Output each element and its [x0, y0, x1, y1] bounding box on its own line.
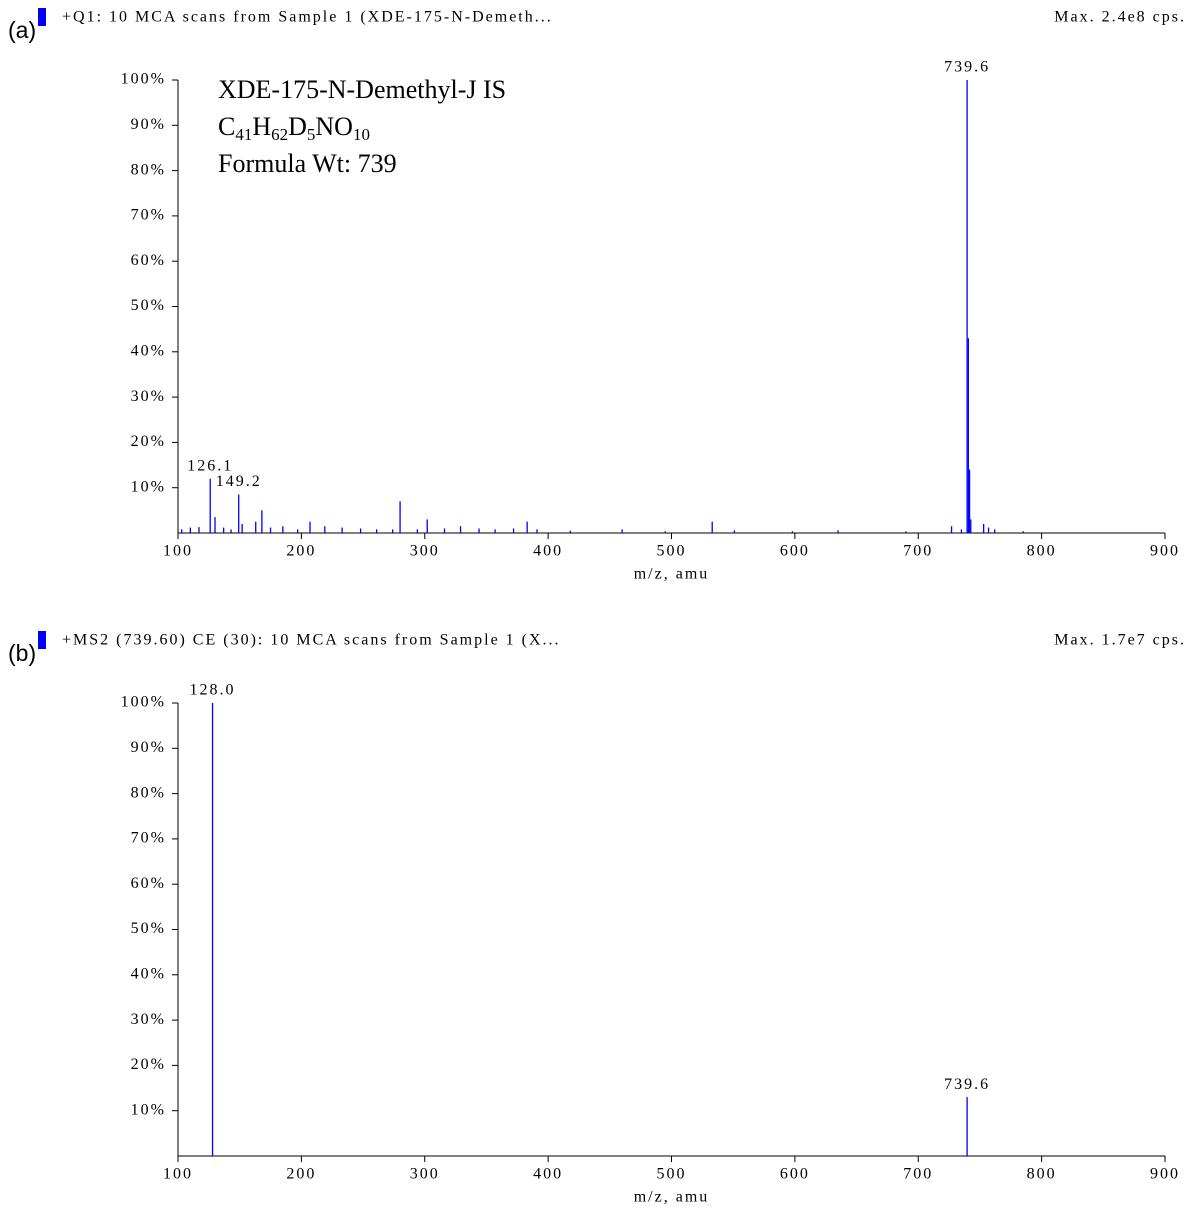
x-tick-label: 200	[286, 543, 316, 560]
x-tick-label: 500	[657, 543, 687, 560]
x-tick-label: 600	[780, 1166, 810, 1183]
header-icon	[38, 631, 46, 649]
y-tick-label: 50%	[131, 297, 166, 314]
y-tick-label: 100%	[121, 71, 166, 88]
y-tick-label: 80%	[131, 161, 166, 178]
x-tick-label: 500	[657, 1166, 687, 1183]
y-tick-label: 60%	[131, 252, 166, 269]
x-tick-label: 300	[410, 543, 440, 560]
chart-subtitle: Max. 1.7e7 cps.	[1054, 632, 1186, 649]
formula-subscript: 10	[353, 125, 370, 144]
y-tick-label: 40%	[131, 342, 166, 359]
formula-part: H	[252, 112, 271, 141]
y-tick-label: 50%	[131, 920, 166, 937]
x-tick-label: 800	[1027, 1166, 1057, 1183]
x-tick-label: 400	[533, 1166, 563, 1183]
formula-part: NO	[315, 112, 353, 141]
chart-title: +MS2 (739.60) CE (30): 10 MCA scans from…	[62, 632, 561, 649]
x-tick-label: 900	[1150, 543, 1180, 560]
y-tick-label: 100%	[121, 694, 166, 711]
formula-part: C	[218, 112, 235, 141]
peak-label: 149.2	[216, 473, 262, 490]
y-tick-label: 70%	[131, 830, 166, 847]
x-tick-label: 300	[410, 1166, 440, 1183]
x-axis-label: m/z, amu	[634, 1189, 710, 1206]
y-tick-label: 10%	[131, 1101, 166, 1118]
y-tick-label: 20%	[131, 1056, 166, 1073]
panel-label: (b)	[8, 640, 36, 666]
peak-label: 739.6	[944, 59, 990, 76]
formula-subscript: 41	[235, 125, 252, 144]
y-tick-label: 30%	[131, 388, 166, 405]
peak-label: 126.1	[187, 457, 233, 474]
x-tick-label: 600	[780, 543, 810, 560]
chart-title: +Q1: 10 MCA scans from Sample 1 (XDE-175…	[62, 9, 553, 26]
x-tick-label: 800	[1027, 543, 1057, 560]
formula-subscript: 62	[271, 125, 288, 144]
peak-label: 739.6	[944, 1076, 990, 1093]
x-tick-label: 700	[903, 543, 933, 560]
x-tick-label: 900	[1150, 1166, 1180, 1183]
y-tick-label: 10%	[131, 478, 166, 495]
chart-subtitle: Max. 2.4e8 cps.	[1054, 9, 1186, 26]
y-tick-label: 20%	[131, 433, 166, 450]
y-tick-label: 90%	[131, 116, 166, 133]
formula-weight: Formula Wt: 739	[218, 149, 397, 178]
y-tick-label: 30%	[131, 1011, 166, 1028]
x-tick-label: 200	[286, 1166, 316, 1183]
x-tick-label: 400	[533, 543, 563, 560]
peak-label: 128.0	[190, 682, 236, 699]
formula: C41H62D5NO10	[218, 112, 370, 144]
header-icon	[38, 8, 46, 26]
y-tick-label: 80%	[131, 784, 166, 801]
x-tick-label: 700	[903, 1166, 933, 1183]
y-tick-label: 90%	[131, 739, 166, 756]
x-tick-label: 100	[163, 543, 193, 560]
formula-part: D	[288, 112, 307, 141]
compound-name: XDE-175-N-Demethyl-J IS	[218, 75, 506, 104]
x-axis-label: m/z, amu	[634, 566, 710, 583]
panel-label: (a)	[8, 17, 36, 43]
y-tick-label: 60%	[131, 875, 166, 892]
formula-subscript: 5	[307, 125, 316, 144]
y-tick-label: 40%	[131, 965, 166, 982]
x-tick-label: 100	[163, 1166, 193, 1183]
y-tick-label: 70%	[131, 207, 166, 224]
